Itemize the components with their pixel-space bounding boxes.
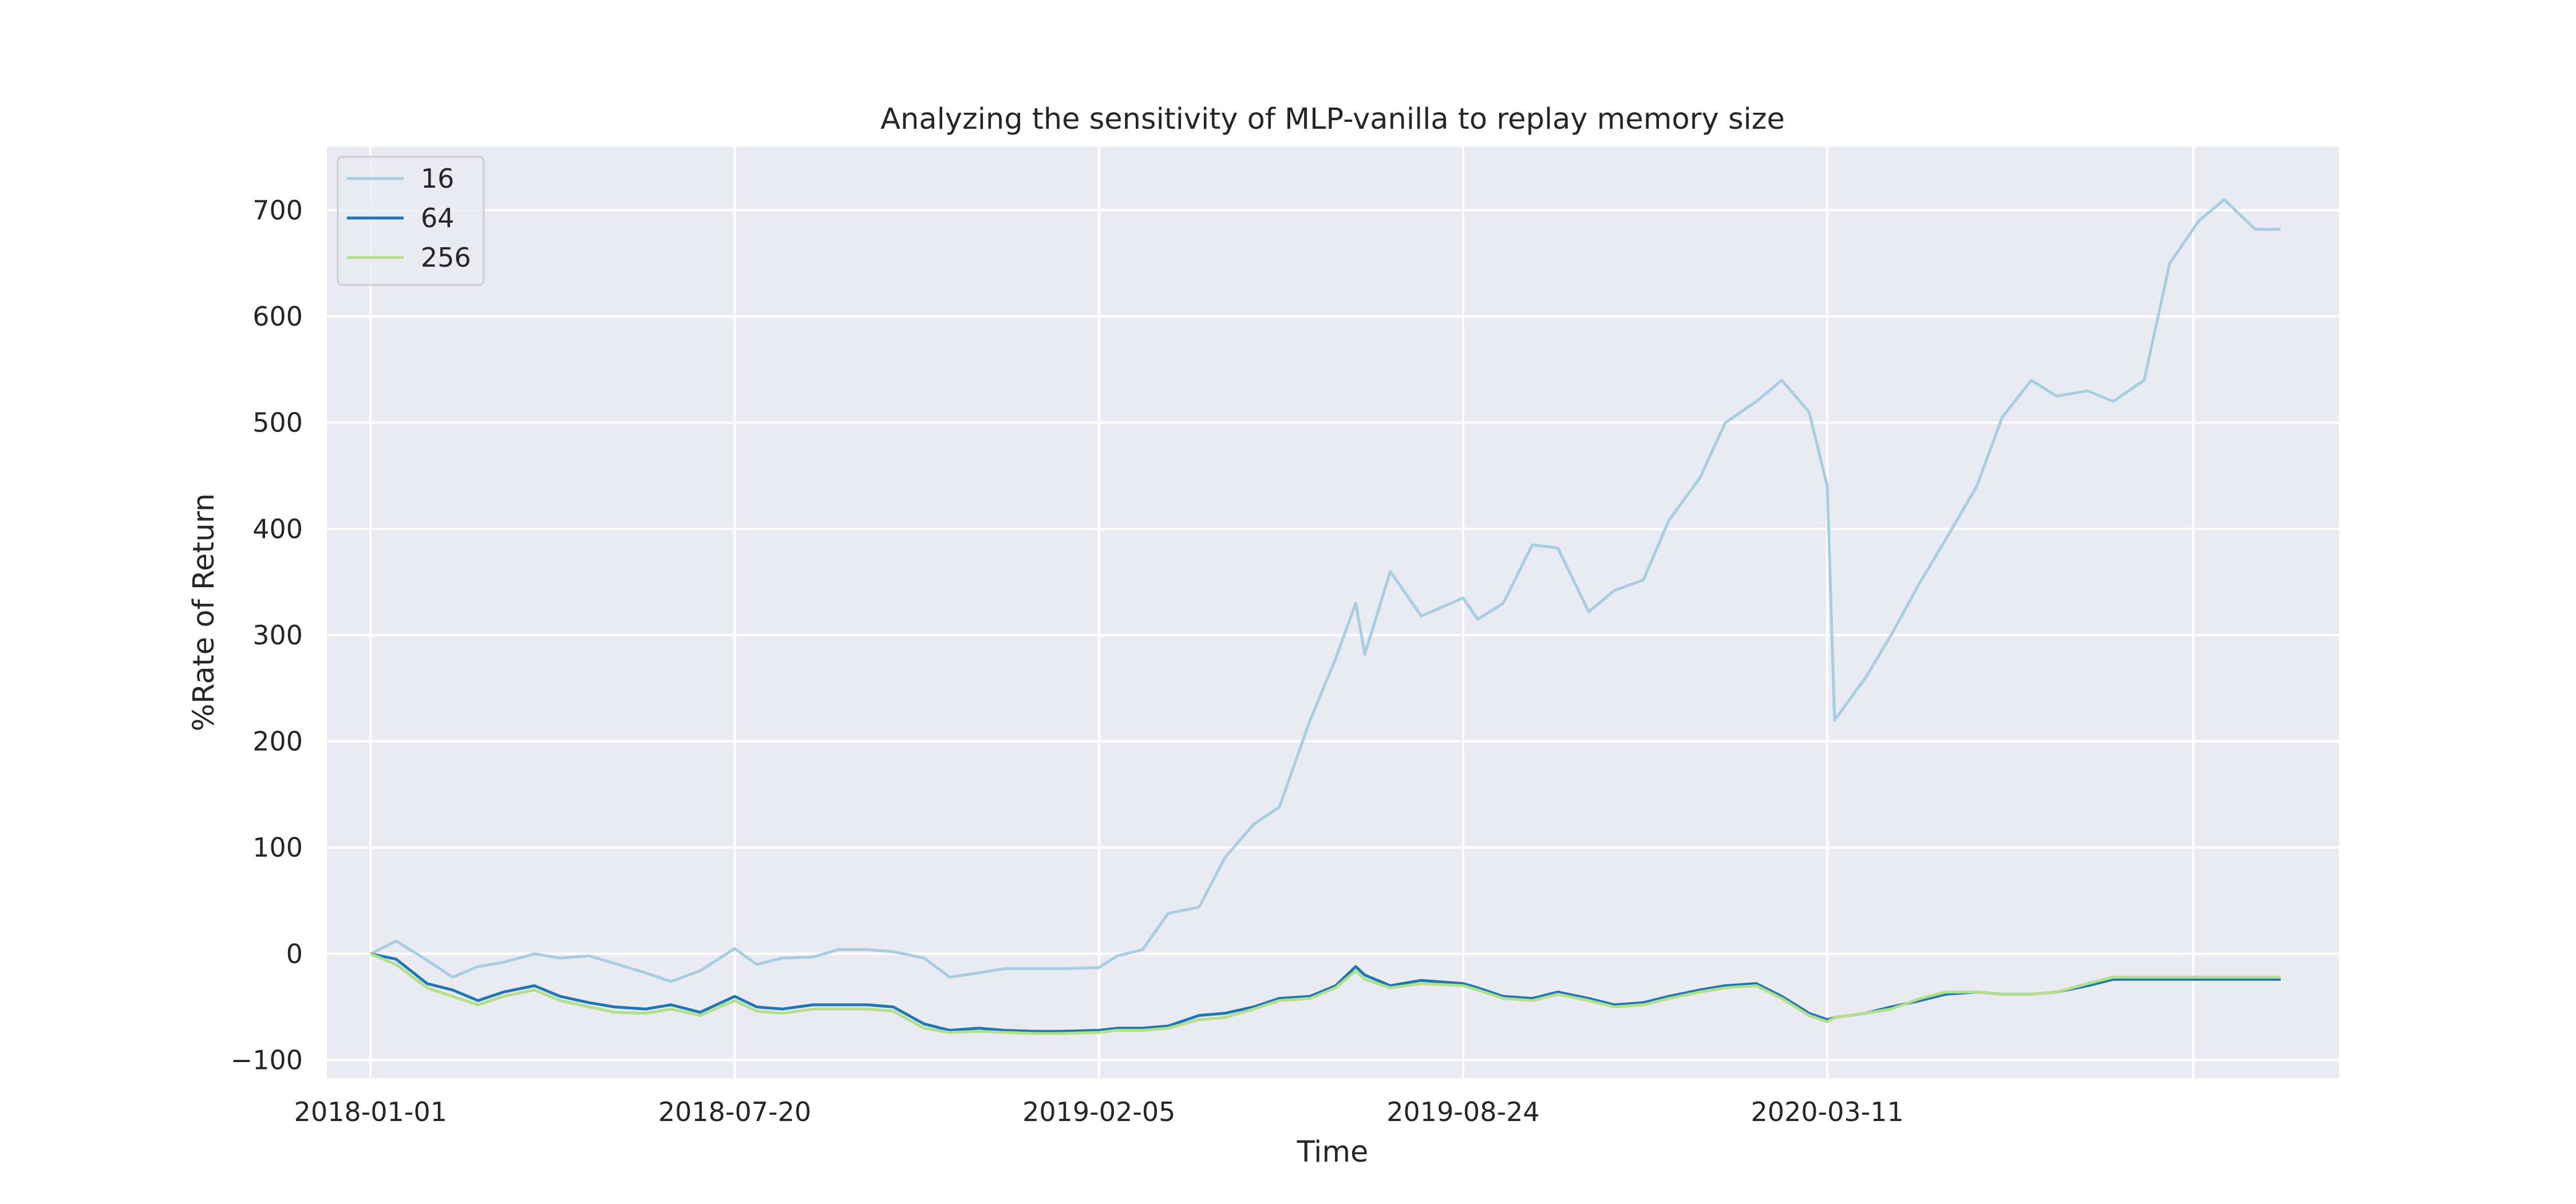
- y-axis-ticks: −100 0 100 200 300 400 500 600 700: [231, 195, 303, 1075]
- x-tick-label: 2020-03-11: [1751, 1096, 1903, 1127]
- x-axis-ticks: 2018-01-01 2018-07-20 2019-02-05 2019-08-24…: [294, 1096, 1904, 1127]
- y-tick-label: −100: [231, 1044, 303, 1075]
- y-tick-label: 500: [252, 407, 303, 438]
- y-tick-label: 600: [252, 301, 303, 332]
- plot-background: [327, 146, 2339, 1078]
- legend-label-16: 16: [421, 163, 455, 194]
- plot-area: [327, 146, 2339, 1078]
- series-line-64: [370, 952, 2281, 1033]
- series-line-16: [370, 198, 2281, 983]
- y-tick-label: 0: [286, 938, 303, 969]
- y-axis-label: %Rate of Return: [187, 493, 221, 731]
- y-tick-label: 400: [252, 513, 303, 544]
- y-tick-label: 200: [252, 726, 303, 757]
- x-tick-label: 2018-01-01: [294, 1096, 447, 1127]
- x-tick-label: 2018-07-20: [658, 1096, 811, 1127]
- x-tick-label: 2019-02-05: [1022, 1096, 1175, 1127]
- x-axis-label: Time: [1297, 1135, 1369, 1169]
- series-line-256: [370, 952, 2281, 1035]
- chart-title: Analyzing the sensitivity of MLP-vanilla…: [880, 102, 1785, 136]
- series-lines: [370, 198, 2281, 1035]
- legend-box: [337, 156, 485, 286]
- legend: 16 64 256: [337, 156, 485, 286]
- y-tick-label: 700: [252, 195, 303, 225]
- legend-label-64: 64: [421, 203, 455, 233]
- y-tick-label: 100: [252, 832, 303, 863]
- grid-lines: [327, 146, 2339, 1078]
- legend-label-256: 256: [421, 242, 471, 273]
- y-tick-label: 300: [252, 620, 303, 651]
- x-tick-label: 2019-08-24: [1386, 1096, 1539, 1127]
